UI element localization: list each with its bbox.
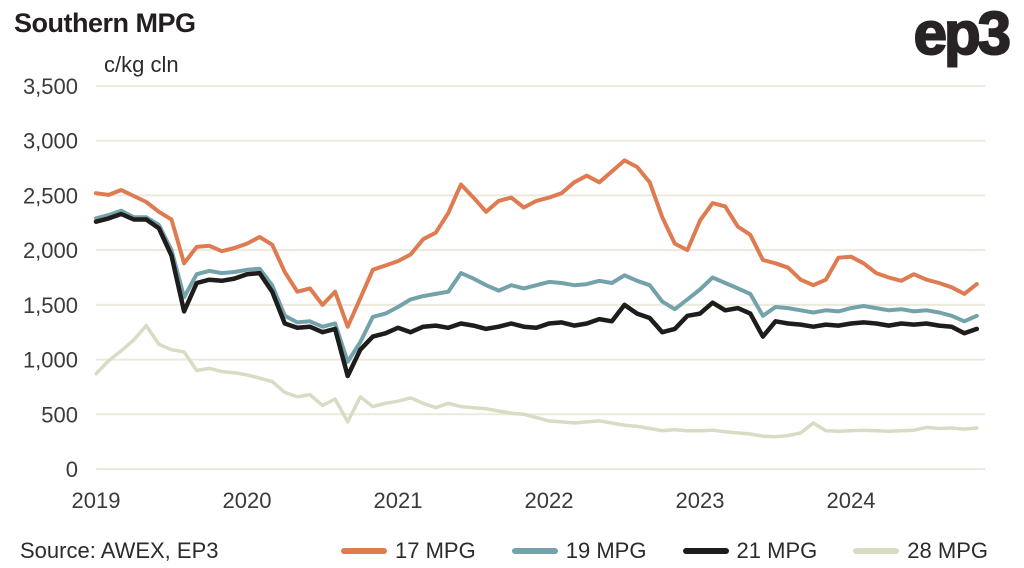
legend: 17 MPG 19 MPG 21 MPG 28 MPG (341, 538, 988, 564)
legend-label-28-mpg: 28 MPG (907, 538, 988, 563)
legend-item-21-mpg: 21 MPG (682, 538, 818, 564)
series-line-21-mpg (93, 211, 980, 379)
legend-swatch-28-mpg (853, 548, 900, 554)
series-line-19-mpg (94, 208, 979, 364)
x-tick-label: 2023 (676, 488, 725, 513)
legend-label-21-mpg: 21 MPG (736, 538, 818, 563)
y-tick-label: 2,000 (23, 238, 78, 263)
unit-label: c/kg cln (104, 52, 179, 77)
legend-item-28-mpg: 28 MPG (853, 538, 988, 564)
y-tick-label: 3,500 (23, 74, 78, 99)
brand-logo-ep3: ep3 (913, 0, 1012, 68)
x-axis-labels: 2019 2020 2021 2022 2023 2024 (72, 488, 876, 513)
y-tick-label: 1,000 (23, 348, 78, 373)
legend-swatch-19-mpg (511, 548, 558, 554)
series-line-28-mpg (94, 323, 979, 439)
x-tick-label: 2021 (374, 488, 423, 513)
x-tick-label: 2024 (827, 488, 876, 513)
legend-swatch-17-mpg (341, 548, 387, 554)
footer-row: Source: AWEX, EP3 17 MPG 19 MPG 21 MPG 28 M… (0, 531, 1024, 568)
x-tick-label: 2019 (72, 488, 121, 513)
legend-item-19-mpg: 19 MPG (511, 538, 647, 564)
y-tick-label: 2,500 (23, 183, 78, 208)
y-tick-label: 1,500 (23, 293, 78, 318)
source-note: Source: AWEX, EP3 (20, 538, 219, 563)
y-tick-label: 500 (41, 402, 78, 427)
y-axis-labels: 0 500 1,000 1,500 2,000 2,500 3,000 3,500 (23, 74, 78, 482)
legend-item-17-mpg: 17 MPG (341, 538, 476, 564)
y-tick-label: 0 (66, 457, 78, 482)
legend-label-17-mpg: 17 MPG (395, 538, 476, 563)
legend-label-19-mpg: 19 MPG (565, 538, 647, 563)
y-tick-label: 3,000 (23, 129, 78, 154)
legend-swatch-21-mpg (682, 548, 729, 554)
series-line-17-mpg (94, 158, 979, 329)
chart-title: Southern MPG (14, 8, 196, 38)
x-tick-label: 2020 (223, 488, 272, 513)
x-tick-label: 2022 (525, 488, 574, 513)
gridlines (96, 85, 985, 470)
